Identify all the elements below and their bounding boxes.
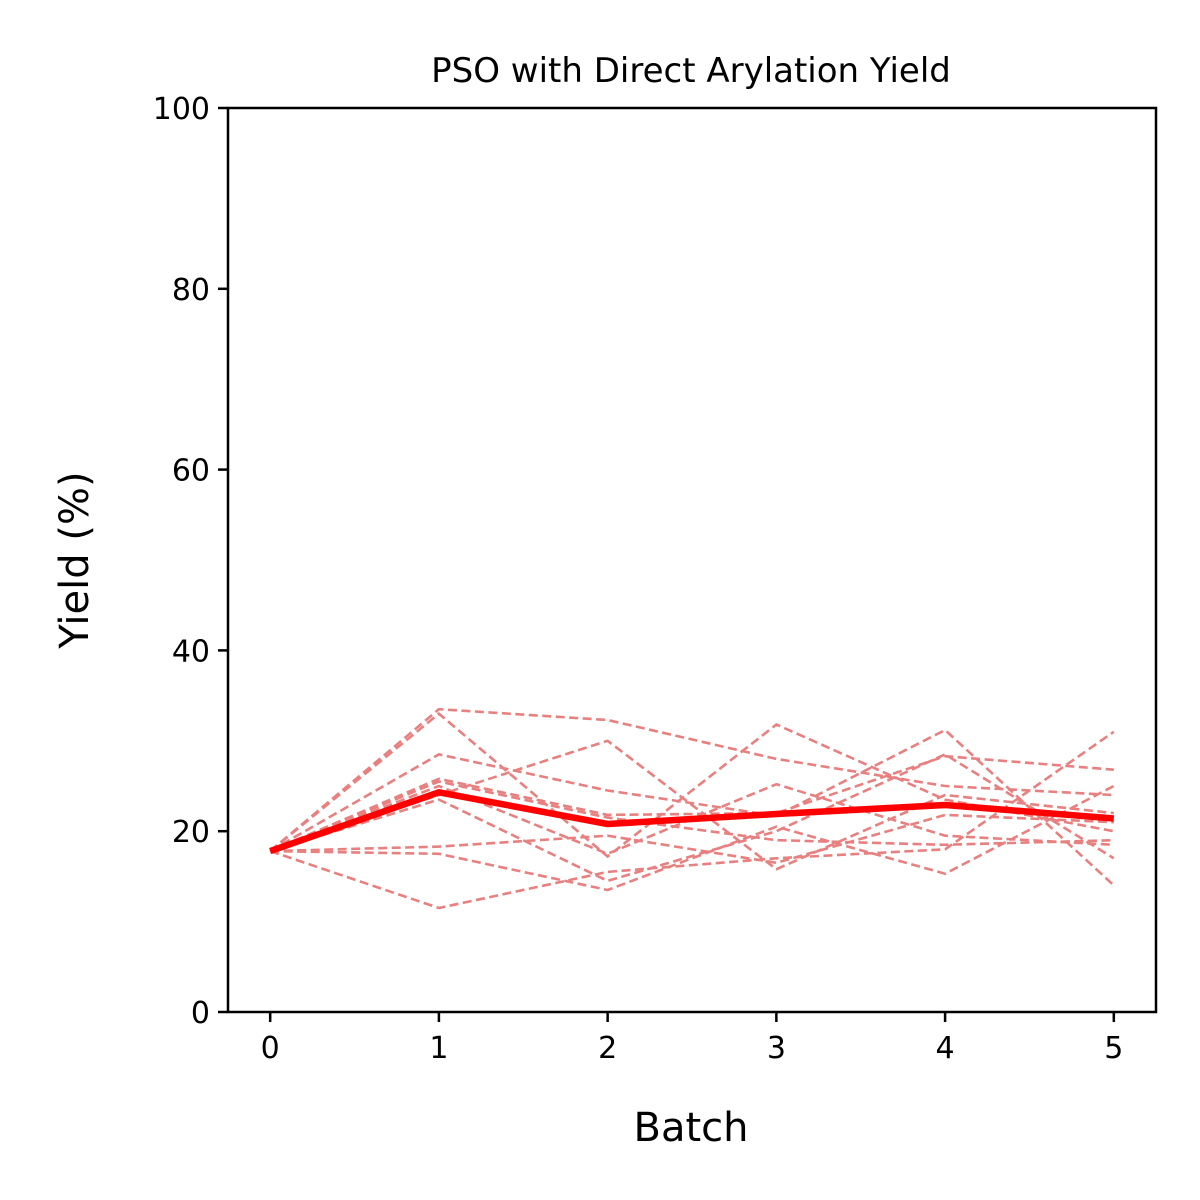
x-tick-label: 3 — [767, 1031, 786, 1066]
mean-line — [269, 789, 1115, 855]
chart-title: PSO with Direct Arylation Yield — [431, 51, 951, 91]
run-line-6 — [269, 739, 1114, 871]
run-line-3 — [269, 728, 1115, 887]
run-line-7 — [270, 813, 1114, 865]
run-line-9 — [269, 730, 1115, 910]
run-line-10 — [269, 752, 1115, 883]
x-tick-label: 5 — [1104, 1031, 1123, 1066]
y-tick-label: 100 — [153, 92, 210, 127]
run-line-1 — [269, 707, 1114, 853]
plot-frame — [226, 106, 1158, 1014]
mean-layer — [269, 789, 1115, 855]
run-line-11 — [269, 780, 1114, 853]
x-tick-label: 1 — [429, 1031, 448, 1066]
x-axis-label: Batch — [634, 1105, 749, 1151]
y-tick-label: 80 — [172, 273, 210, 308]
y-axis-label: Yield (%) — [52, 471, 98, 649]
y-tick-label: 60 — [172, 454, 210, 489]
x-tick-label: 4 — [936, 1031, 955, 1066]
y-tick-label: 20 — [172, 815, 210, 850]
runs-layer — [269, 707, 1115, 910]
x-tick-label: 2 — [598, 1031, 617, 1066]
run-line-2 — [269, 712, 1115, 859]
y-tick-label: 0 — [191, 996, 210, 1031]
x-axis: 0 1 2 3 4 5 — [261, 1012, 1123, 1066]
x-tick-label: 0 — [261, 1031, 280, 1066]
run-line-8 — [270, 784, 1115, 892]
y-tick-label: 40 — [172, 634, 210, 669]
run-line-4 — [269, 754, 1114, 853]
y-axis: 0 20 40 60 80 100 — [153, 92, 228, 1031]
